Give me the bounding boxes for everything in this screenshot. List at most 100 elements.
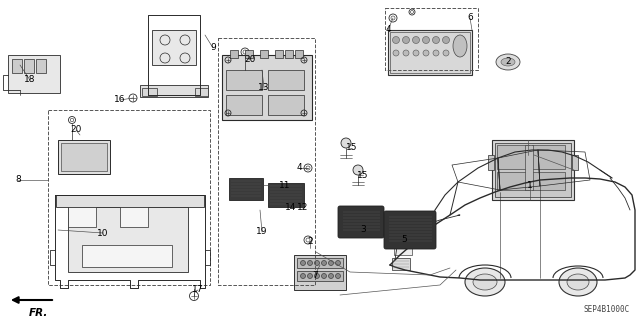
Ellipse shape (559, 268, 597, 296)
Text: 4: 4 (385, 26, 391, 34)
Text: 5: 5 (401, 235, 407, 244)
Ellipse shape (403, 50, 409, 56)
Bar (195, 88, 208, 96)
Ellipse shape (413, 50, 419, 56)
Bar (120, 207, 148, 227)
Text: 2: 2 (505, 57, 511, 66)
Bar (294, 255, 346, 290)
Text: 2: 2 (307, 238, 313, 247)
Bar (218, 38, 315, 285)
Text: 6: 6 (467, 13, 473, 23)
Bar (275, 50, 283, 58)
Bar (297, 271, 343, 281)
Ellipse shape (321, 273, 326, 278)
Bar (226, 95, 262, 115)
Bar (488, 155, 494, 170)
Ellipse shape (335, 261, 340, 265)
Bar (226, 70, 262, 90)
Bar (390, 32, 470, 73)
Text: 12: 12 (298, 204, 308, 212)
Ellipse shape (501, 58, 515, 66)
Bar (82, 245, 172, 267)
FancyBboxPatch shape (384, 211, 436, 249)
Bar (497, 145, 529, 169)
Ellipse shape (335, 273, 340, 278)
Bar (492, 140, 574, 200)
Bar (497, 172, 529, 190)
Ellipse shape (433, 36, 440, 43)
Text: FR.: FR. (28, 308, 48, 318)
Ellipse shape (423, 50, 429, 56)
Bar (12, 59, 22, 73)
Ellipse shape (314, 261, 319, 265)
Text: 17: 17 (192, 286, 204, 294)
Bar (532, 172, 565, 190)
Ellipse shape (465, 268, 505, 296)
Ellipse shape (307, 261, 312, 265)
Bar (222, 55, 312, 120)
Text: 20: 20 (244, 56, 256, 64)
Ellipse shape (301, 261, 305, 265)
Text: 9: 9 (210, 43, 216, 53)
Ellipse shape (353, 165, 363, 175)
Bar (142, 88, 157, 96)
Bar (36, 59, 46, 73)
Text: 1: 1 (527, 181, 533, 189)
Bar (230, 50, 238, 58)
Text: 3: 3 (360, 226, 366, 234)
Bar (58, 140, 110, 174)
Text: 4: 4 (296, 164, 302, 173)
Text: 11: 11 (279, 181, 291, 189)
Bar (24, 59, 34, 73)
Ellipse shape (443, 50, 449, 56)
Bar (495, 143, 571, 197)
Bar (297, 258, 343, 268)
Ellipse shape (392, 36, 399, 43)
Ellipse shape (328, 273, 333, 278)
Text: 7: 7 (312, 271, 318, 279)
Bar (48, 110, 210, 285)
Text: 18: 18 (24, 76, 36, 85)
Bar (140, 85, 208, 97)
Bar (68, 207, 96, 227)
Bar (268, 70, 304, 90)
Text: 15: 15 (357, 170, 369, 180)
Bar (8, 55, 60, 93)
Ellipse shape (442, 36, 449, 43)
Bar (532, 145, 565, 169)
Text: 15: 15 (346, 144, 358, 152)
Bar (245, 50, 253, 58)
Bar (285, 50, 293, 58)
Bar (268, 183, 304, 207)
Bar (61, 143, 107, 171)
Ellipse shape (321, 261, 326, 265)
Ellipse shape (496, 54, 520, 70)
Text: 13: 13 (259, 84, 269, 93)
Bar (388, 30, 472, 75)
Bar (392, 258, 410, 270)
Ellipse shape (403, 36, 410, 43)
Text: 19: 19 (256, 227, 268, 236)
Bar (68, 207, 188, 272)
Ellipse shape (422, 36, 429, 43)
Ellipse shape (473, 274, 497, 290)
Bar (572, 155, 578, 170)
Ellipse shape (413, 36, 419, 43)
Text: 8: 8 (15, 175, 21, 184)
Bar (152, 30, 196, 65)
Text: SEP4B1000C: SEP4B1000C (584, 305, 630, 314)
Bar (56, 195, 204, 207)
Bar (385, 8, 478, 70)
Bar (525, 145, 533, 190)
FancyBboxPatch shape (338, 206, 384, 238)
Bar (394, 243, 412, 255)
Ellipse shape (301, 273, 305, 278)
Ellipse shape (393, 50, 399, 56)
Text: 16: 16 (115, 95, 125, 105)
Bar (295, 50, 303, 58)
Ellipse shape (314, 273, 319, 278)
Ellipse shape (453, 35, 467, 57)
Ellipse shape (341, 138, 351, 148)
Text: 20: 20 (70, 125, 82, 135)
Ellipse shape (567, 274, 589, 290)
